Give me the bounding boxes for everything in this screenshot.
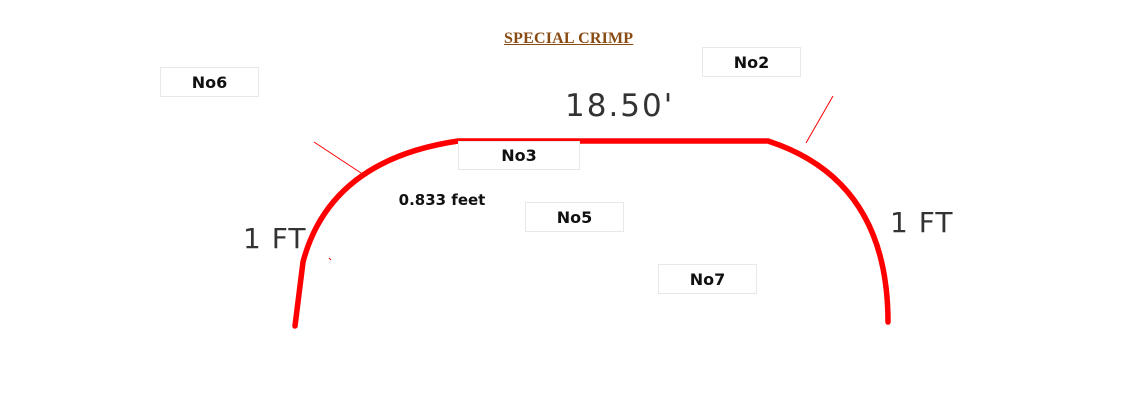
label-no2: No2 [702, 47, 801, 77]
top-length-measurement: 18.50' [565, 88, 675, 124]
label-no6: No6 [160, 67, 259, 97]
crimp-profile-line [292, 138, 891, 329]
label-no5: No5 [525, 202, 624, 232]
left-tick-line [313, 141, 362, 174]
right-tick-line [805, 95, 834, 144]
label-no7: No7 [658, 264, 757, 294]
small-mark [328, 257, 332, 261]
left-side-measurement: 1 FT [243, 222, 307, 255]
radius-measurement: 0.833 feet [393, 186, 491, 214]
label-no3: No3 [458, 141, 580, 170]
right-side-measurement: 1 FT [890, 206, 954, 239]
page-title: SPECIAL CRIMP [504, 30, 634, 47]
